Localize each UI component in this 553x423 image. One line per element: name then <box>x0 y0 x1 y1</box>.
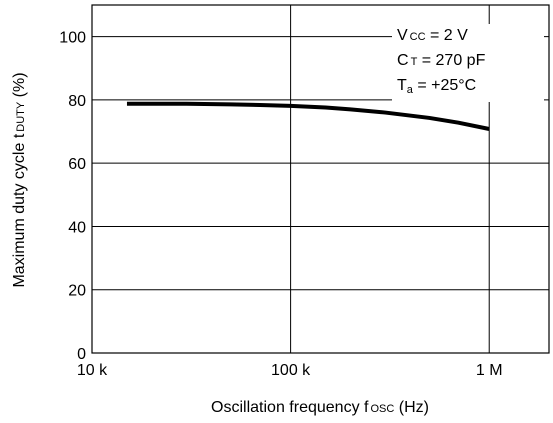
tick-labels: 0 20 40 60 80 100 10 k 100 k 1 M <box>59 30 502 379</box>
annotation-vcc: V CC = 2 V <box>397 27 468 44</box>
plot-frame <box>91 4 550 354</box>
x-tick-label-0: 10 k <box>77 362 108 379</box>
y-tick-label-0: 0 <box>77 346 86 363</box>
x-axis-label: Oscillation frequency f OSC (Hz) <box>211 399 429 416</box>
x-tick-label-2: 1 M <box>476 362 503 379</box>
annotation-ta: Ta = +25°C <box>397 77 476 96</box>
y-tick-label-2: 40 <box>68 219 86 236</box>
y-tick-label-5: 100 <box>59 30 86 47</box>
annotation-backdrop <box>392 24 544 102</box>
series-line-0 <box>126 101 490 131</box>
y-tick-label-1: 20 <box>68 283 86 300</box>
grid <box>92 5 549 353</box>
y-axis-label: Maximum duty cycle tDUTY (%) <box>11 72 28 287</box>
y-tick-label-4: 80 <box>68 93 86 110</box>
series-group <box>126 101 490 131</box>
x-tick-label-1: 100 k <box>271 362 311 379</box>
y-tick-label-3: 60 <box>68 156 86 173</box>
